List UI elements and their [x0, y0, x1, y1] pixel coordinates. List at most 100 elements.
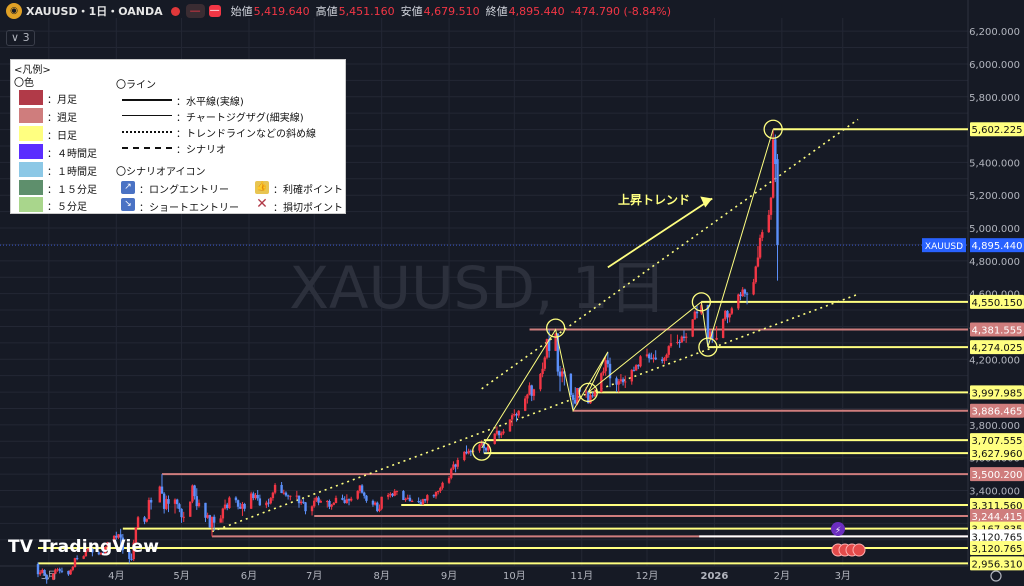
legend-color-3: ：４時間足 [47, 149, 97, 160]
candle-body [173, 499, 177, 504]
candle-body [236, 500, 240, 507]
candle-body [408, 497, 412, 502]
candle-body [432, 495, 436, 497]
candle-body [437, 491, 440, 493]
candle-body [315, 497, 318, 501]
x-tick-label: 12月 [636, 570, 659, 582]
candle-body [558, 371, 562, 377]
level-label-bg [970, 529, 1024, 544]
candle-body [724, 310, 727, 320]
candle-body [56, 569, 59, 571]
candle-body [571, 394, 575, 400]
candle-body [191, 485, 194, 502]
legend-color-2-swatch [19, 126, 43, 141]
trend-arrow-head [700, 196, 713, 208]
candle-body [378, 508, 381, 512]
candle-body [330, 504, 333, 507]
legend-color-heading: 〇色 [14, 78, 34, 89]
indicators-toggle[interactable]: ∨ 3 [6, 30, 35, 46]
legend-line-heading: 〇ライン [116, 80, 156, 91]
legend-line-0-sample [122, 99, 172, 101]
candle-body [223, 504, 227, 509]
swing-point-circle [546, 318, 566, 338]
symbol-title[interactable]: XAUUSD・1日・OANDA [26, 5, 163, 18]
lightning-icon-glyph: ⚡ [835, 526, 841, 536]
level-label: 4,381.555 [972, 325, 1023, 336]
candle-body [136, 517, 140, 528]
candle-body [289, 495, 292, 497]
candle-body [134, 527, 138, 543]
candle-body [295, 495, 299, 497]
candle-body [654, 357, 657, 360]
trendline [481, 118, 859, 390]
ohlc-toggle-button[interactable]: — [185, 4, 205, 18]
candle-body [606, 360, 610, 364]
candle-body [547, 339, 551, 351]
candle-body [75, 558, 79, 560]
candle-body [221, 508, 225, 519]
candle-body [328, 501, 331, 507]
candle-body [71, 566, 74, 570]
candle-body [406, 497, 409, 500]
candle-body [737, 294, 740, 309]
candle-body [758, 237, 762, 258]
candle-body [515, 414, 518, 416]
candle-body [265, 502, 268, 506]
candle-body [60, 570, 64, 572]
candle-body [149, 500, 153, 503]
candle-body [728, 313, 731, 318]
candle-body [249, 493, 253, 509]
y-tick-label: 3,400.000 [969, 487, 1020, 498]
candle-body [589, 395, 592, 404]
thumbs-up-icon: 👍 [255, 181, 269, 194]
y-tick-label: 6,200.000 [969, 27, 1020, 38]
candle-body [530, 385, 533, 396]
legend-color-0: ：月足 [47, 95, 77, 106]
chart-header: ◉ XAUUSD・1日・OANDA — — 始値 5,419.640 高値 5,45… [0, 0, 760, 22]
candle-body [574, 399, 577, 404]
candle-body [178, 504, 181, 509]
legend-icon-0: ：ロングエントリー [139, 185, 229, 196]
candle-body [269, 498, 272, 504]
candle-body [526, 394, 529, 399]
candle-body [91, 548, 94, 553]
remove-button[interactable]: — [208, 5, 221, 17]
swing-point-circle [691, 292, 712, 312]
candle-body [256, 494, 259, 499]
level-label: 4,550.150 [972, 298, 1023, 309]
candle-body [591, 395, 594, 397]
candle-body [693, 311, 697, 320]
candle-body [282, 492, 285, 494]
candle-body [767, 214, 770, 233]
candle-body [363, 492, 366, 496]
legend-line-2: ：トレンドラインなどの斜め線 [176, 129, 316, 140]
candle-body [36, 564, 40, 575]
candle-body [695, 311, 699, 314]
candle-body [508, 419, 512, 432]
candle-body [52, 573, 55, 580]
candle-body [619, 379, 623, 382]
level-label-bg [970, 498, 1024, 513]
legend-line-3-sample [122, 147, 172, 149]
candle-body [450, 468, 453, 478]
level-label-bg [970, 294, 1024, 309]
candle-body [197, 502, 201, 507]
legend-color-4: ：１時間足 [47, 167, 97, 178]
candle-body [539, 374, 542, 390]
candle-body [576, 387, 579, 404]
y-tick-label: 4,800.000 [969, 257, 1020, 268]
level-label: 3,311.560 [972, 501, 1023, 512]
candle-body [680, 336, 683, 343]
candle-body [389, 493, 392, 495]
candle-body [650, 358, 653, 360]
candle-body [439, 487, 442, 492]
candle-body [158, 486, 161, 503]
close-value: 4,895.440 [508, 4, 565, 18]
candle-body [67, 570, 70, 575]
y-tick-label: 5,800.000 [969, 93, 1020, 104]
candle-body [426, 495, 429, 501]
level-label-bg [970, 322, 1024, 337]
candle-body [299, 501, 303, 504]
legend-line-0: ：水平線(実線) [176, 97, 244, 108]
